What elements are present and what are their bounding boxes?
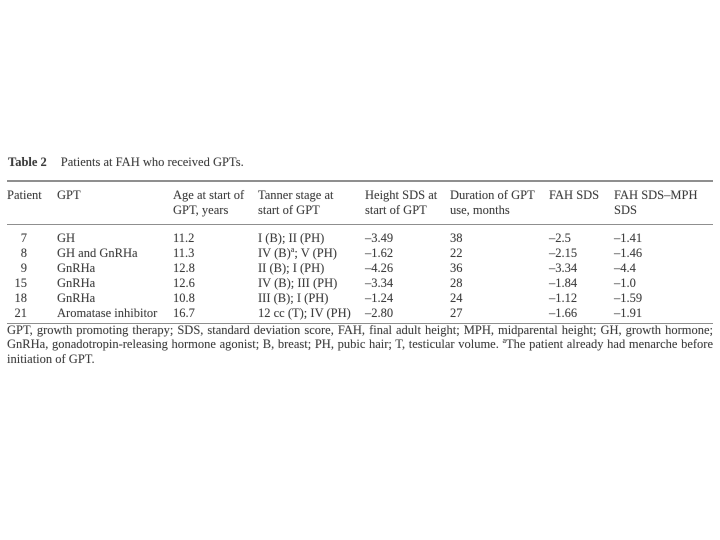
height-sds-cell: –1.24	[365, 290, 394, 305]
table-row: 15 GnRHa 12.6 IV (B); III (PH) –3.34 28 …	[7, 276, 713, 291]
duration-cell: 22	[450, 245, 463, 260]
table-row: 9 GnRHa 12.8 II (B); I (PH) –4.26 36 –3.…	[7, 261, 713, 276]
duration-cell: 38	[450, 231, 463, 245]
height-sds-cell: –3.34	[365, 275, 394, 290]
tanner-cell: II (B); I (PH)	[258, 260, 325, 275]
age-cell: 12.6	[173, 275, 195, 290]
fah-sds-cell: –1.12	[549, 290, 578, 305]
age-cell: 12.8	[173, 260, 195, 275]
data-table-wrapper: Patient GPT Age at start of GPT, years Ta…	[7, 180, 713, 325]
column-header-age: Age at start of GPT, years	[173, 181, 258, 225]
table-row: 21 Aromatase inhibitor 16.7 12 cc (T); I…	[7, 306, 713, 324]
duration-cell: 27	[450, 305, 463, 320]
gpt-cell: GH	[57, 231, 76, 245]
table-row: 7 GH 11.2 I (B); II (PH) –3.49 38 –2.5 –…	[7, 225, 713, 246]
age-cell: 16.7	[173, 305, 195, 320]
footnote-line-1: GPT, growth promoting therapy; SDS, stan…	[7, 323, 713, 337]
fah-mph-cell: –4.4	[614, 260, 636, 275]
tanner-cell: IV (B); III (PH)	[258, 275, 338, 290]
tanner-cell: IV (B)a; V (PH)	[258, 244, 337, 260]
tanner-cell: 12 cc (T); IV (PH)	[258, 305, 351, 320]
patient-cell: 9	[20, 260, 27, 275]
footnote-marker: a	[502, 336, 507, 346]
height-sds-cell: –1.62	[365, 245, 394, 260]
tanner-cell: I (B); II (PH)	[258, 231, 325, 245]
fah-sds-cell: –1.66	[549, 305, 578, 320]
table-footnote: GPT, growth promoting therapy; SDS, stan…	[7, 323, 713, 366]
column-header-tanner: Tanner stage at start of GPT	[258, 181, 365, 225]
footnote-line-2: GnRHa, gonadotropin-releasing hormone ag…	[7, 336, 713, 352]
tanner-cell: III (B); I (PH)	[258, 290, 329, 305]
column-header-duration: Duration of GPT use, months	[450, 181, 549, 225]
table-row: 8 GH and GnRHa 11.3 IV (B)a; V (PH) –1.6…	[7, 244, 713, 261]
patient-cell: 15	[14, 275, 28, 290]
age-cell: 10.8	[173, 290, 195, 305]
height-sds-cell: –4.26	[365, 260, 394, 275]
duration-cell: 36	[450, 260, 463, 275]
table-row: 18 GnRHa 10.8 III (B); I (PH) –1.24 24 –…	[7, 291, 713, 306]
fah-sds-cell: –1.84	[549, 275, 578, 290]
column-header-gpt: GPT	[57, 181, 173, 225]
patient-cell: 7	[20, 231, 27, 245]
duration-cell: 24	[450, 290, 463, 305]
fah-mph-cell: –1.0	[614, 275, 636, 290]
age-cell: 11.3	[173, 245, 195, 260]
gpt-cell: GH and GnRHa	[57, 245, 138, 260]
patient-cell: 8	[20, 245, 27, 260]
age-cell: 11.2	[173, 231, 195, 245]
gpt-cell: GnRHa	[57, 290, 96, 305]
table-caption: Table 2 Patients at FAH who received GPTs…	[8, 155, 244, 170]
table-number: Table 2	[8, 155, 47, 169]
patients-table: Patient GPT Age at start of GPT, years Ta…	[7, 180, 713, 325]
fah-mph-cell: –1.41	[614, 231, 643, 245]
fah-mph-cell: –1.91	[614, 305, 643, 320]
column-header-fah-mph: FAH SDS–MPH SDS	[614, 181, 713, 225]
footnote-line-3: initiation of GPT.	[7, 351, 95, 366]
height-sds-cell: –2.80	[365, 305, 394, 320]
height-sds-cell: –3.49	[365, 231, 394, 245]
column-header-height-sds: Height SDS at start of GPT	[365, 181, 450, 225]
column-header-fah-sds: FAH SDS	[549, 181, 614, 225]
fah-sds-cell: –2.5	[549, 231, 571, 245]
fah-sds-cell: –2.15	[549, 245, 578, 260]
patient-cell: 18	[14, 290, 28, 305]
column-header-patient: Patient	[7, 181, 57, 225]
duration-cell: 28	[450, 275, 463, 290]
gpt-cell: GnRHa	[57, 260, 96, 275]
header-row: Patient GPT Age at start of GPT, years Ta…	[7, 181, 713, 225]
footnote-marker: a	[290, 244, 295, 254]
fah-mph-cell: –1.46	[614, 245, 643, 260]
table-caption-text: Patients at FAH who received GPTs.	[60, 155, 244, 169]
fah-sds-cell: –3.34	[549, 260, 578, 275]
fah-mph-cell: –1.59	[614, 290, 643, 305]
gpt-cell: GnRHa	[57, 275, 96, 290]
gpt-cell: Aromatase inhibitor	[57, 305, 158, 320]
patient-cell: 21	[14, 305, 28, 320]
